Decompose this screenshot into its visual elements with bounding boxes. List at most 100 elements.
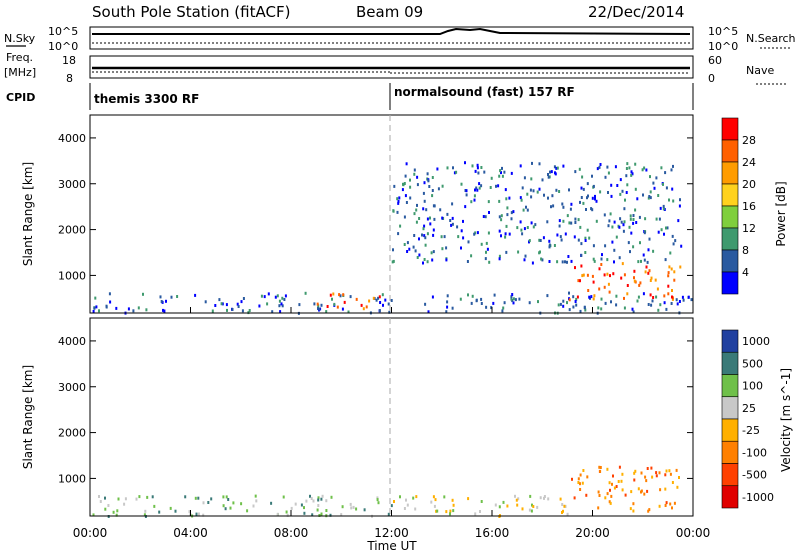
scatter-cell <box>520 198 523 202</box>
scatter-cell <box>634 162 637 166</box>
scatter-cell <box>195 512 198 516</box>
scatter-cell <box>378 295 381 299</box>
scatter-cell <box>375 298 378 302</box>
cpid-mode-themis: themis 3300 RF <box>94 92 199 106</box>
scatter-cell <box>488 260 491 264</box>
scatter-cell <box>254 494 257 498</box>
scatter-cell <box>487 231 490 235</box>
scatter-cell <box>423 199 426 203</box>
scatter-cell <box>530 221 533 225</box>
scatter-cell <box>645 168 648 172</box>
scatter-cell <box>577 238 580 242</box>
scatter-cell <box>443 495 446 499</box>
scatter-cell <box>574 300 577 303</box>
scatter-cell <box>286 513 289 517</box>
scatter-cell <box>532 189 535 193</box>
scatter-cell <box>512 297 515 301</box>
scatter-cell <box>402 182 404 186</box>
scatter-cell <box>553 244 556 247</box>
colorbar-tick-label: -100 <box>742 446 767 459</box>
scatter-cell <box>227 498 230 501</box>
scatter-cell <box>431 258 434 262</box>
scatter-cell <box>540 257 543 261</box>
scatter-cell <box>647 509 650 513</box>
scatter-cell <box>616 184 619 187</box>
scatter-cell <box>271 310 274 314</box>
scatter-cell <box>560 238 563 242</box>
scatter-cell <box>678 300 681 303</box>
scatter-cell <box>144 509 147 513</box>
scatter-cell <box>135 497 138 501</box>
scatter-cell <box>559 302 562 306</box>
scatter-cell <box>464 205 467 209</box>
scatter-cell <box>498 174 501 178</box>
scatter-cell <box>116 509 119 513</box>
scatter-cell <box>630 231 633 235</box>
scatter-cell <box>562 205 565 209</box>
scatter-cell <box>480 166 483 169</box>
scatter-cell <box>668 469 671 473</box>
scatter-cell <box>573 496 576 500</box>
scatter-cell <box>405 201 408 204</box>
scatter-cell <box>631 172 634 176</box>
scatter-cell <box>665 501 668 505</box>
scatter-cell <box>649 293 652 297</box>
scatter-cell <box>415 495 418 499</box>
scatter-cell <box>551 194 554 198</box>
scatter-cell <box>644 475 647 479</box>
scatter-cell <box>455 170 458 174</box>
scatter-cell <box>577 218 580 222</box>
scatter-cell <box>618 465 621 469</box>
scatter-cell <box>431 295 434 299</box>
scatter-cell <box>522 208 525 212</box>
scatter-cell <box>360 303 363 307</box>
scatter-cell <box>449 509 452 513</box>
scatter-cell <box>452 503 455 507</box>
scatter-cell <box>643 166 646 170</box>
scatter-cell <box>600 307 603 311</box>
scatter-cell <box>381 293 384 297</box>
scatter-cell <box>629 507 632 511</box>
scatter-cell <box>512 301 515 305</box>
scatter-cell <box>279 310 282 314</box>
scatter-cell <box>549 170 551 174</box>
freq-tick-bottom: 8 <box>66 72 73 85</box>
scatter-cell <box>137 306 140 310</box>
scatter-cell <box>478 182 481 186</box>
colorbar-swatch <box>721 463 739 487</box>
scatter-cell <box>648 237 651 241</box>
scatter-cell <box>499 169 502 173</box>
scatter-cell <box>536 190 539 194</box>
scatter-cell <box>670 267 673 271</box>
scatter-cell <box>624 198 626 202</box>
scatter-cell <box>597 506 600 510</box>
scatter-cell <box>581 481 584 485</box>
scatter-cell <box>347 310 350 314</box>
scatter-cell <box>446 300 449 304</box>
scatter-cell <box>530 195 533 199</box>
y-tick-label: 2000 <box>58 427 86 440</box>
scatter-cell <box>521 186 524 190</box>
scatter-cell <box>562 299 565 303</box>
nave-tick-bottom: 0 <box>708 72 715 85</box>
scatter-cell <box>117 497 120 501</box>
scatter-cell <box>609 212 612 216</box>
scatter-cell <box>530 177 533 181</box>
scatter-cell <box>451 222 454 226</box>
scatter-cell <box>671 289 673 292</box>
scatter-cell <box>632 245 635 249</box>
scatter-cell <box>432 204 435 208</box>
velocity-y-ticks: 1000 2000 3000 4000 <box>58 335 693 485</box>
scatter-cell <box>591 196 594 200</box>
scatter-cell <box>594 194 596 198</box>
scatter-cell <box>210 497 213 501</box>
scatter-cell <box>92 513 95 517</box>
scatter-cell <box>603 213 606 217</box>
scatter-cell <box>555 188 558 192</box>
scatter-cell <box>665 469 668 473</box>
scatter-cell <box>625 167 628 170</box>
colorbar-swatch <box>721 117 739 141</box>
scatter-cell <box>579 309 582 313</box>
scatter-cell <box>466 260 469 263</box>
scatter-cell <box>320 497 323 501</box>
